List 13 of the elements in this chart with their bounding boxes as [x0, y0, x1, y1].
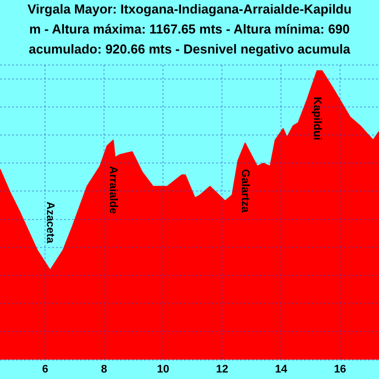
x-tick-label: 8 [101, 363, 108, 376]
x-tick-label: 14 [274, 363, 288, 376]
x-tick-label: 10 [156, 363, 170, 376]
chart-subtitle: m - Altura máxima: 1167.65 mts - Altura mínima: 690 [29, 22, 350, 37]
x-tick-label: 16 [334, 363, 346, 376]
annotation: Galartza [239, 169, 252, 214]
annotation: Azaceta [44, 202, 56, 244]
text: acumulado: 920.66 mts - Desnivel negativo acumula [28, 42, 352, 57]
x-tick-label: 12 [216, 363, 228, 376]
x-tick-label: 6 [42, 363, 48, 376]
chart-title: Virgala Mayor: Itxogana-Indiagana-Arraialde-Kapildu [27, 2, 352, 17]
annotation: Arraialde [107, 166, 120, 214]
annotation: Kapildui [311, 96, 324, 140]
